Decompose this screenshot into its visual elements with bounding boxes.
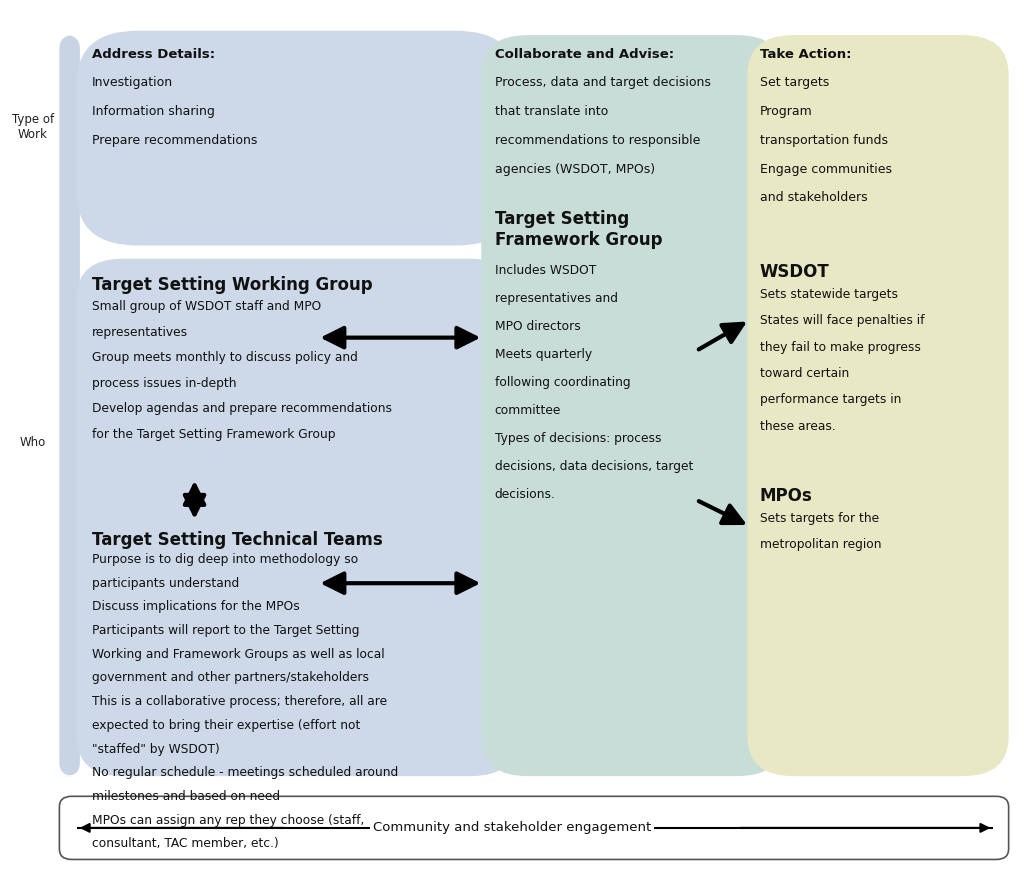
Text: Engage communities: Engage communities	[760, 162, 892, 175]
Text: Set targets: Set targets	[760, 75, 829, 89]
Text: MPO directors: MPO directors	[495, 320, 581, 333]
Text: Types of decisions: process: Types of decisions: process	[495, 432, 662, 446]
Text: States will face penalties if: States will face penalties if	[760, 314, 925, 327]
Text: Includes WSDOT: Includes WSDOT	[495, 264, 596, 277]
Text: Target Setting Working Group: Target Setting Working Group	[92, 276, 373, 295]
FancyBboxPatch shape	[481, 35, 783, 776]
Text: decisions, data decisions, target: decisions, data decisions, target	[495, 460, 693, 474]
Text: following coordinating: following coordinating	[495, 376, 630, 389]
Text: toward certain: toward certain	[760, 367, 849, 380]
Text: Target Setting
Framework Group: Target Setting Framework Group	[495, 210, 663, 249]
Text: "staffed" by WSDOT): "staffed" by WSDOT)	[92, 743, 220, 755]
Text: Prepare recommendations: Prepare recommendations	[92, 133, 257, 146]
Text: Develop agendas and prepare recommendations: Develop agendas and prepare recommendati…	[92, 403, 392, 415]
Text: recommendations to responsible: recommendations to responsible	[495, 133, 700, 146]
Text: Process, data and target decisions: Process, data and target decisions	[495, 75, 711, 89]
Text: MPOs: MPOs	[760, 487, 813, 505]
Text: Information sharing: Information sharing	[92, 104, 215, 118]
FancyBboxPatch shape	[77, 259, 517, 776]
Text: they fail to make progress: they fail to make progress	[760, 341, 921, 353]
Text: and stakeholders: and stakeholders	[760, 191, 867, 204]
Text: participants understand: participants understand	[92, 577, 240, 589]
Text: committee: committee	[495, 404, 561, 417]
Text: Sets targets for the: Sets targets for the	[760, 512, 879, 524]
Text: metropolitan region: metropolitan region	[760, 538, 882, 551]
FancyBboxPatch shape	[748, 35, 1009, 776]
Text: process issues in-depth: process issues in-depth	[92, 377, 237, 389]
Text: Type of
Work: Type of Work	[11, 113, 54, 141]
Text: Address Details:: Address Details:	[92, 48, 215, 61]
Text: decisions.: decisions.	[495, 488, 555, 502]
Text: Purpose is to dig deep into methodology so: Purpose is to dig deep into methodology …	[92, 553, 358, 566]
Text: Community and stakeholder engagement: Community and stakeholder engagement	[373, 822, 651, 834]
Text: government and other partners/stakeholders: government and other partners/stakeholde…	[92, 672, 370, 684]
Text: MPOs can assign any rep they choose (staff,: MPOs can assign any rep they choose (sta…	[92, 814, 365, 826]
Text: Participants will report to the Target Setting: Participants will report to the Target S…	[92, 624, 359, 637]
Text: Target Setting Technical Teams: Target Setting Technical Teams	[92, 531, 383, 549]
Text: these areas.: these areas.	[760, 420, 836, 432]
Text: agencies (WSDOT, MPOs): agencies (WSDOT, MPOs)	[495, 162, 654, 175]
Text: Who: Who	[19, 437, 46, 449]
Text: Group meets monthly to discuss policy and: Group meets monthly to discuss policy an…	[92, 352, 358, 364]
Text: for the Target Setting Framework Group: for the Target Setting Framework Group	[92, 428, 336, 440]
Text: Working and Framework Groups as well as local: Working and Framework Groups as well as …	[92, 648, 385, 660]
Text: Program: Program	[760, 104, 813, 118]
Text: WSDOT: WSDOT	[760, 263, 829, 282]
Text: consultant, TAC member, etc.): consultant, TAC member, etc.)	[92, 838, 279, 850]
Text: Discuss implications for the MPOs: Discuss implications for the MPOs	[92, 601, 300, 613]
Text: performance targets in: performance targets in	[760, 394, 901, 406]
Text: transportation funds: transportation funds	[760, 133, 888, 146]
Text: No regular schedule - meetings scheduled around: No regular schedule - meetings scheduled…	[92, 766, 398, 779]
Text: Take Action:: Take Action:	[760, 48, 851, 61]
Text: Investigation: Investigation	[92, 75, 173, 89]
Text: that translate into: that translate into	[495, 104, 608, 118]
Text: milestones and based on need: milestones and based on need	[92, 790, 281, 802]
FancyBboxPatch shape	[77, 31, 517, 246]
Text: Small group of WSDOT staff and MPO: Small group of WSDOT staff and MPO	[92, 301, 322, 313]
Text: Collaborate and Advise:: Collaborate and Advise:	[495, 48, 674, 61]
Text: representatives: representatives	[92, 326, 188, 339]
Text: Sets statewide targets: Sets statewide targets	[760, 288, 898, 301]
Text: expected to bring their expertise (effort not: expected to bring their expertise (effor…	[92, 719, 360, 731]
FancyBboxPatch shape	[59, 796, 1009, 859]
Text: Meets quarterly: Meets quarterly	[495, 348, 592, 361]
FancyBboxPatch shape	[59, 35, 80, 776]
Text: This is a collaborative process; therefore, all are: This is a collaborative process; therefo…	[92, 695, 387, 708]
Text: representatives and: representatives and	[495, 292, 617, 305]
